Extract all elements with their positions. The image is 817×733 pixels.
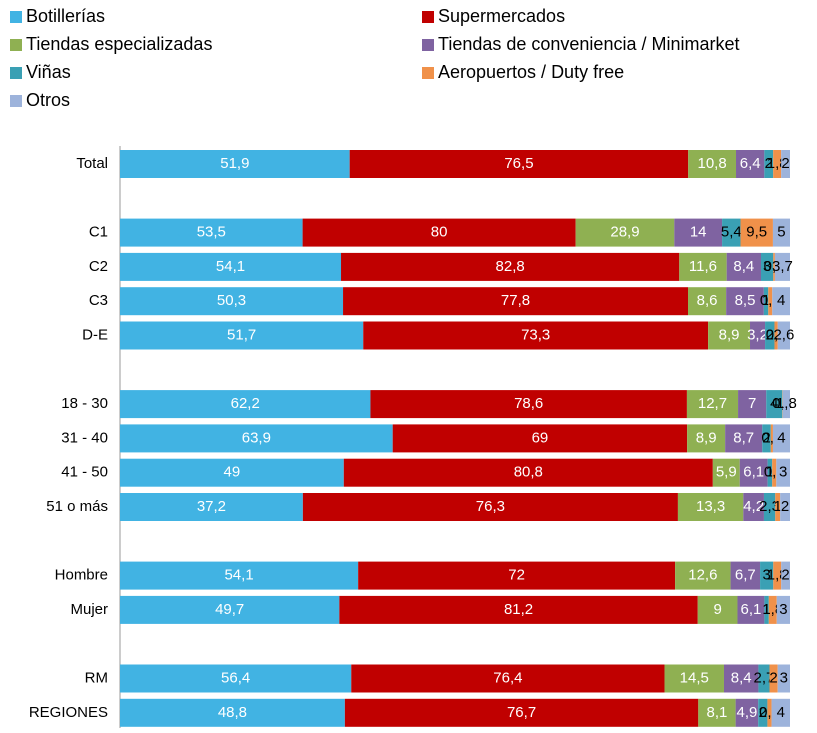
data-label: 5,9 <box>716 464 737 481</box>
data-label: 49,7 <box>215 601 244 618</box>
data-label: 2 <box>781 567 789 584</box>
legend-label: Aeropuertos / Duty free <box>438 62 624 82</box>
data-label: 77,8 <box>501 292 530 309</box>
legend-swatch <box>422 67 434 79</box>
data-label: 2 <box>781 498 789 515</box>
data-label: 62,2 <box>231 395 260 412</box>
y-tick-label: C1 <box>89 224 108 241</box>
data-label: 6,1 <box>741 601 762 618</box>
y-tick-label: RM <box>85 669 108 686</box>
data-label: 73,3 <box>521 326 550 343</box>
data-label: 2 <box>781 155 789 172</box>
data-label: 6,7 <box>735 567 756 584</box>
data-label: 7 <box>748 395 756 412</box>
y-tick-label: Hombre <box>55 567 108 584</box>
legend-swatch <box>10 11 22 23</box>
data-label: 9,5 <box>746 224 767 241</box>
data-label: 54,1 <box>224 567 253 584</box>
legend-label: Viñas <box>26 62 71 82</box>
data-label: 6,4 <box>740 155 761 172</box>
data-label: 2,6 <box>773 326 794 343</box>
data-label: 5,4 <box>721 224 742 241</box>
data-label: 48,8 <box>218 704 247 721</box>
legend-label: Supermercados <box>438 6 565 26</box>
data-label: 8,1 <box>707 704 728 721</box>
data-label: 8,9 <box>719 326 740 343</box>
data-label: 76,3 <box>476 498 505 515</box>
data-label: 4 <box>777 704 785 721</box>
data-label: 12,6 <box>688 567 717 584</box>
data-label: 4 <box>777 292 785 309</box>
data-label: 76,5 <box>504 155 533 172</box>
data-label: 8,7 <box>733 429 754 446</box>
data-label: 12,7 <box>698 395 727 412</box>
data-label: 8,4 <box>731 669 752 686</box>
y-tick-label: 31 - 40 <box>61 429 108 446</box>
data-label: 49 <box>224 464 241 481</box>
data-label: 1,8 <box>776 395 797 412</box>
legend-label: Botillerías <box>26 6 105 26</box>
data-label: 28,9 <box>610 224 639 241</box>
data-label: 3,7 <box>772 258 793 275</box>
data-label: 51,9 <box>220 155 249 172</box>
y-tick-label: 51 o más <box>46 498 108 515</box>
data-label: 69 <box>532 429 549 446</box>
data-label: 10,8 <box>698 155 727 172</box>
legend-swatch <box>422 11 434 23</box>
data-label: 54,1 <box>216 258 245 275</box>
data-label: 14,5 <box>680 669 709 686</box>
data-label: 76,7 <box>507 704 536 721</box>
data-label: 3 <box>779 601 787 618</box>
data-label: 3 <box>779 464 787 481</box>
data-label: 8,4 <box>733 258 754 275</box>
data-label: 63,9 <box>242 429 271 446</box>
data-label: 5 <box>777 224 785 241</box>
data-label: 50,3 <box>217 292 246 309</box>
legend-label: Tiendas de conveniencia / Minimarket <box>438 34 739 54</box>
legend-swatch <box>10 95 22 107</box>
data-label: 6,1 <box>743 464 764 481</box>
data-label: 11,6 <box>689 258 717 275</box>
legend-swatch <box>422 39 434 51</box>
legend-label: Tiendas especializadas <box>26 34 212 54</box>
y-tick-label: Mujer <box>70 601 108 618</box>
data-label: 81,2 <box>504 601 533 618</box>
data-label: 4 <box>777 429 785 446</box>
legend-swatch <box>10 39 22 51</box>
data-label: 56,4 <box>221 669 250 686</box>
data-label: 8,6 <box>697 292 718 309</box>
data-label: 13,3 <box>696 498 725 515</box>
y-tick-label: C3 <box>89 292 108 309</box>
data-label: 4,9 <box>736 704 757 721</box>
data-label: 80,8 <box>514 464 543 481</box>
data-label: 72 <box>508 567 525 584</box>
data-label: 78,6 <box>514 395 543 412</box>
data-label: 80 <box>431 224 448 241</box>
y-tick-label: 18 - 30 <box>61 395 108 412</box>
data-label: 8,5 <box>735 292 756 309</box>
data-label: 8,9 <box>696 429 717 446</box>
data-label: 51,7 <box>227 326 256 343</box>
data-label: 2 <box>769 669 777 686</box>
data-label: 14 <box>690 224 707 241</box>
legend-label: Otros <box>26 90 70 110</box>
y-tick-label: Total <box>76 155 108 172</box>
y-tick-label: REGIONES <box>29 704 108 721</box>
data-label: 82,8 <box>496 258 525 275</box>
y-tick-label: C2 <box>89 258 108 275</box>
legend-swatch <box>10 67 22 79</box>
data-label: 37,2 <box>197 498 226 515</box>
data-label: 76,4 <box>493 669 522 686</box>
data-label: 53,5 <box>197 224 226 241</box>
y-tick-label: D-E <box>82 326 108 343</box>
data-label: 9 <box>713 601 721 618</box>
y-tick-label: 41 - 50 <box>61 464 108 481</box>
data-label: 3 <box>780 669 788 686</box>
